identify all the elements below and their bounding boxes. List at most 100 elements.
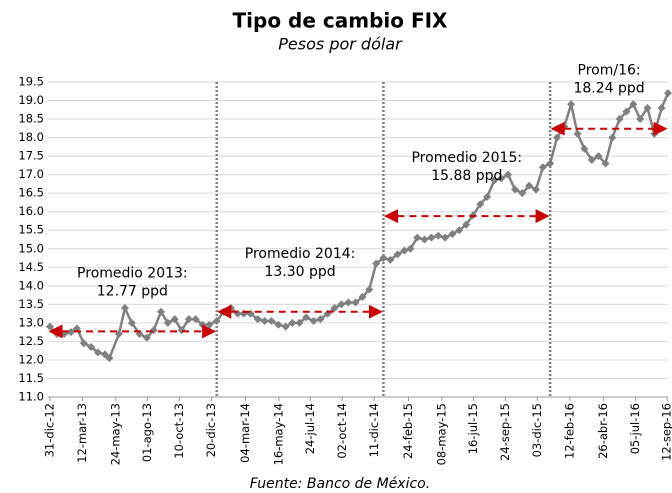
data-point (580, 144, 589, 153)
data-point (260, 317, 269, 326)
x-tick-label: 05-jul-16 (628, 403, 642, 454)
y-tick-label: 16.5 (18, 186, 44, 200)
data-point (657, 103, 666, 112)
y-tick-label: 18.5 (18, 112, 44, 126)
average-label: Promedio 2014: (245, 246, 356, 262)
average-label: Promedio 2015: (411, 150, 522, 166)
data-point (351, 298, 360, 307)
data-point (295, 318, 304, 327)
x-tick-label: 01-ago-13 (140, 403, 154, 462)
x-tick-label: 12-mar-13 (75, 403, 89, 463)
average-value: 13.30 ppd (264, 264, 335, 280)
data-point (393, 250, 402, 259)
y-tick-label: 14.5 (18, 260, 44, 274)
data-point (93, 348, 102, 357)
data-point (476, 200, 485, 209)
data-point (636, 115, 645, 124)
data-point (100, 350, 109, 359)
data-point (441, 233, 450, 242)
x-tick-label: 16-may-14 (271, 403, 285, 465)
source-note: Fuente: Banco de México. (250, 476, 430, 492)
data-point (358, 292, 367, 301)
data-point (567, 100, 576, 109)
data-point (400, 246, 409, 255)
y-tick-label: 11.5 (18, 371, 44, 385)
y-tick-label: 14.0 (18, 278, 44, 292)
data-point (601, 159, 610, 168)
y-tick-label: 12.5 (18, 334, 44, 348)
data-point (379, 254, 388, 263)
data-point (120, 304, 129, 313)
data-point (538, 163, 547, 172)
data-point (288, 318, 297, 327)
average-label: Promedio 2013: (77, 265, 188, 281)
data-point (413, 233, 422, 242)
x-tick-label: 12-feb-16 (562, 403, 576, 459)
data-point (594, 152, 603, 161)
y-tick-label: 17.0 (18, 167, 44, 181)
x-tick-label: 11-dic-14 (367, 403, 381, 457)
x-tick-label: 03-dic-15 (530, 403, 544, 457)
data-point (420, 235, 429, 244)
data-point (497, 174, 506, 183)
data-point (643, 103, 652, 112)
data-point (608, 133, 617, 142)
x-tick-label: 12-sep-16 (660, 403, 672, 461)
average-value: 15.88 ppd (431, 168, 502, 184)
y-tick-label: 13.0 (18, 315, 44, 329)
data-point (386, 255, 395, 264)
data-point (170, 315, 179, 324)
average-value: 18.24 ppd (573, 81, 644, 97)
x-tick-label: 10-oct-13 (172, 403, 186, 459)
y-tick-label: 12.0 (18, 352, 44, 366)
average-label: Prom/16: (578, 63, 641, 79)
chart-title: Tipo de cambio FIX (233, 9, 449, 33)
y-tick-label: 16.0 (18, 204, 44, 218)
data-point (274, 320, 283, 329)
x-tick-label: 24-may-13 (108, 403, 122, 465)
y-tick-label: 18.0 (18, 130, 44, 144)
data-point (510, 185, 519, 194)
x-tick-label: 24-jul-14 (303, 403, 317, 454)
x-tick-label: 24-sep-15 (498, 403, 512, 461)
data-point (587, 155, 596, 164)
data-point (281, 322, 290, 331)
data-point (490, 176, 499, 185)
data-point (448, 229, 457, 238)
data-point (427, 233, 436, 242)
data-point (664, 89, 672, 98)
y-tick-label: 17.5 (18, 149, 44, 163)
data-point (87, 342, 96, 351)
y-tick-label: 15.5 (18, 223, 44, 237)
data-point (531, 185, 540, 194)
data-point (629, 100, 638, 109)
data-point (518, 189, 527, 198)
y-tick-label: 15.0 (18, 241, 44, 255)
data-point (309, 317, 318, 326)
y-tick-label: 11.0 (18, 390, 44, 404)
x-tick-label: 24-feb-15 (401, 403, 415, 459)
data-point (546, 159, 555, 168)
data-point (504, 170, 513, 179)
data-point (622, 107, 631, 116)
chart-subtitle: Pesos por dólar (278, 35, 403, 54)
data-point (525, 181, 534, 190)
data-point (406, 244, 415, 253)
x-tick-label: 04-mar-14 (238, 403, 252, 463)
data-point (267, 317, 276, 326)
data-point (191, 315, 200, 324)
data-point (650, 129, 659, 138)
data-point (573, 129, 582, 138)
data-point (372, 259, 381, 268)
x-tick-label: 26-abr-16 (596, 403, 610, 459)
data-point (344, 298, 353, 307)
data-point (79, 339, 88, 348)
data-point (212, 317, 221, 326)
data-point (365, 285, 374, 294)
y-tick-label: 19.0 (18, 93, 44, 107)
data-point (156, 307, 165, 316)
average-value: 12.77 ppd (97, 283, 168, 299)
x-tick-label: 31-dic-12 (43, 403, 57, 457)
